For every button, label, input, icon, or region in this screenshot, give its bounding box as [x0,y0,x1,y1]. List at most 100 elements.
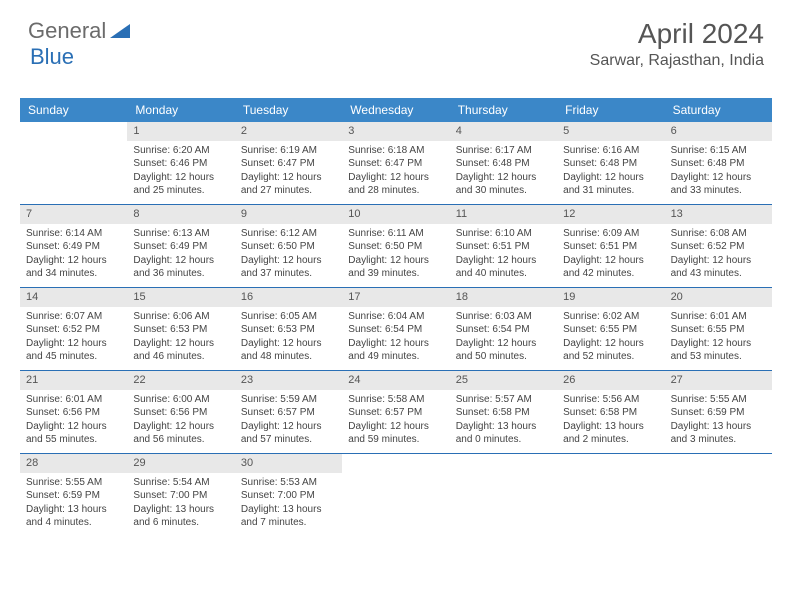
sunset-line: Sunset: 7:00 PM [133,489,228,503]
day-details: Sunrise: 6:10 AMSunset: 6:51 PMDaylight:… [450,224,557,287]
daylight-line: Daylight: 12 hours and 31 minutes. [563,171,658,198]
day-number: 24 [342,371,449,390]
week-row: 14Sunrise: 6:07 AMSunset: 6:52 PMDayligh… [20,287,772,370]
day-cell-18: 18Sunrise: 6:03 AMSunset: 6:54 PMDayligh… [450,288,557,370]
day-cell-14: 14Sunrise: 6:07 AMSunset: 6:52 PMDayligh… [20,288,127,370]
daylight-line: Daylight: 13 hours and 4 minutes. [26,503,121,530]
day-cell-6: 6Sunrise: 6:15 AMSunset: 6:48 PMDaylight… [665,122,772,204]
day-cell-19: 19Sunrise: 6:02 AMSunset: 6:55 PMDayligh… [557,288,664,370]
day-cell-1: 1Sunrise: 6:20 AMSunset: 6:46 PMDaylight… [127,122,234,204]
sunset-line: Sunset: 6:51 PM [563,240,658,254]
day-details: Sunrise: 6:09 AMSunset: 6:51 PMDaylight:… [557,224,664,287]
day-number: 11 [450,205,557,224]
title-block: April 2024 Sarwar, Rajasthan, India [590,18,764,70]
day-cell-21: 21Sunrise: 6:01 AMSunset: 6:56 PMDayligh… [20,371,127,453]
day-cell-3: 3Sunrise: 6:18 AMSunset: 6:47 PMDaylight… [342,122,449,204]
day-cell-5: 5Sunrise: 6:16 AMSunset: 6:48 PMDaylight… [557,122,664,204]
sunrise-line: Sunrise: 6:10 AM [456,227,551,241]
day-details: Sunrise: 5:55 AMSunset: 6:59 PMDaylight:… [20,473,127,536]
sunrise-line: Sunrise: 6:17 AM [456,144,551,158]
day-header-friday: Friday [557,98,664,122]
day-cell-28: 28Sunrise: 5:55 AMSunset: 6:59 PMDayligh… [20,454,127,536]
day-header-tuesday: Tuesday [235,98,342,122]
sunrise-line: Sunrise: 6:19 AM [241,144,336,158]
daylight-line: Daylight: 12 hours and 45 minutes. [26,337,121,364]
sunset-line: Sunset: 6:54 PM [456,323,551,337]
day-details: Sunrise: 6:08 AMSunset: 6:52 PMDaylight:… [665,224,772,287]
sunrise-line: Sunrise: 6:02 AM [563,310,658,324]
sunset-line: Sunset: 6:53 PM [241,323,336,337]
day-cell-8: 8Sunrise: 6:13 AMSunset: 6:49 PMDaylight… [127,205,234,287]
day-cell-11: 11Sunrise: 6:10 AMSunset: 6:51 PMDayligh… [450,205,557,287]
sunrise-line: Sunrise: 6:14 AM [26,227,121,241]
daylight-line: Daylight: 12 hours and 56 minutes. [133,420,228,447]
day-header-monday: Monday [127,98,234,122]
sunset-line: Sunset: 6:52 PM [671,240,766,254]
day-cell-24: 24Sunrise: 5:58 AMSunset: 6:57 PMDayligh… [342,371,449,453]
day-cell-17: 17Sunrise: 6:04 AMSunset: 6:54 PMDayligh… [342,288,449,370]
sunrise-line: Sunrise: 5:56 AM [563,393,658,407]
daylight-line: Daylight: 12 hours and 28 minutes. [348,171,443,198]
sunset-line: Sunset: 6:59 PM [26,489,121,503]
day-number: 9 [235,205,342,224]
day-header-saturday: Saturday [665,98,772,122]
sunrise-line: Sunrise: 6:08 AM [671,227,766,241]
day-details: Sunrise: 6:12 AMSunset: 6:50 PMDaylight:… [235,224,342,287]
sunset-line: Sunset: 6:53 PM [133,323,228,337]
sunset-line: Sunset: 6:58 PM [563,406,658,420]
day-number: 5 [557,122,664,141]
sunset-line: Sunset: 6:57 PM [348,406,443,420]
day-number: 7 [20,205,127,224]
sunset-line: Sunset: 6:46 PM [133,157,228,171]
day-cell-13: 13Sunrise: 6:08 AMSunset: 6:52 PMDayligh… [665,205,772,287]
sunrise-line: Sunrise: 5:58 AM [348,393,443,407]
week-row: 7Sunrise: 6:14 AMSunset: 6:49 PMDaylight… [20,204,772,287]
sunset-line: Sunset: 6:54 PM [348,323,443,337]
daylight-line: Daylight: 13 hours and 2 minutes. [563,420,658,447]
day-details: Sunrise: 5:59 AMSunset: 6:57 PMDaylight:… [235,390,342,453]
day-cell-26: 26Sunrise: 5:56 AMSunset: 6:58 PMDayligh… [557,371,664,453]
sunset-line: Sunset: 6:58 PM [456,406,551,420]
sunset-line: Sunset: 6:52 PM [26,323,121,337]
day-cell-22: 22Sunrise: 6:00 AMSunset: 6:56 PMDayligh… [127,371,234,453]
day-number: 1 [127,122,234,141]
day-number: 23 [235,371,342,390]
daylight-line: Daylight: 12 hours and 39 minutes. [348,254,443,281]
day-number: 21 [20,371,127,390]
daylight-line: Daylight: 12 hours and 27 minutes. [241,171,336,198]
empty-cell [557,454,664,536]
sunrise-line: Sunrise: 6:18 AM [348,144,443,158]
daylight-line: Daylight: 12 hours and 40 minutes. [456,254,551,281]
empty-cell [665,454,772,536]
sunset-line: Sunset: 6:48 PM [456,157,551,171]
sunrise-line: Sunrise: 5:55 AM [671,393,766,407]
daylight-line: Daylight: 12 hours and 30 minutes. [456,171,551,198]
day-cell-29: 29Sunrise: 5:54 AMSunset: 7:00 PMDayligh… [127,454,234,536]
empty-cell [20,122,127,204]
day-number: 22 [127,371,234,390]
day-details: Sunrise: 5:53 AMSunset: 7:00 PMDaylight:… [235,473,342,536]
day-details: Sunrise: 6:05 AMSunset: 6:53 PMDaylight:… [235,307,342,370]
day-header-row: SundayMondayTuesdayWednesdayThursdayFrid… [20,98,772,122]
day-details: Sunrise: 6:20 AMSunset: 6:46 PMDaylight:… [127,141,234,204]
week-row: 1Sunrise: 6:20 AMSunset: 6:46 PMDaylight… [20,122,772,204]
day-number: 2 [235,122,342,141]
sunset-line: Sunset: 6:56 PM [133,406,228,420]
day-cell-4: 4Sunrise: 6:17 AMSunset: 6:48 PMDaylight… [450,122,557,204]
day-details: Sunrise: 6:13 AMSunset: 6:49 PMDaylight:… [127,224,234,287]
sunrise-line: Sunrise: 6:04 AM [348,310,443,324]
day-cell-12: 12Sunrise: 6:09 AMSunset: 6:51 PMDayligh… [557,205,664,287]
day-details: Sunrise: 6:02 AMSunset: 6:55 PMDaylight:… [557,307,664,370]
day-number: 3 [342,122,449,141]
daylight-line: Daylight: 13 hours and 7 minutes. [241,503,336,530]
day-number [450,454,557,473]
day-number: 10 [342,205,449,224]
sunrise-line: Sunrise: 5:55 AM [26,476,121,490]
sunrise-line: Sunrise: 6:03 AM [456,310,551,324]
logo-triangle-icon [110,24,130,38]
sunset-line: Sunset: 6:59 PM [671,406,766,420]
sunrise-line: Sunrise: 6:11 AM [348,227,443,241]
daylight-line: Daylight: 12 hours and 43 minutes. [671,254,766,281]
day-number: 13 [665,205,772,224]
day-details: Sunrise: 6:01 AMSunset: 6:55 PMDaylight:… [665,307,772,370]
